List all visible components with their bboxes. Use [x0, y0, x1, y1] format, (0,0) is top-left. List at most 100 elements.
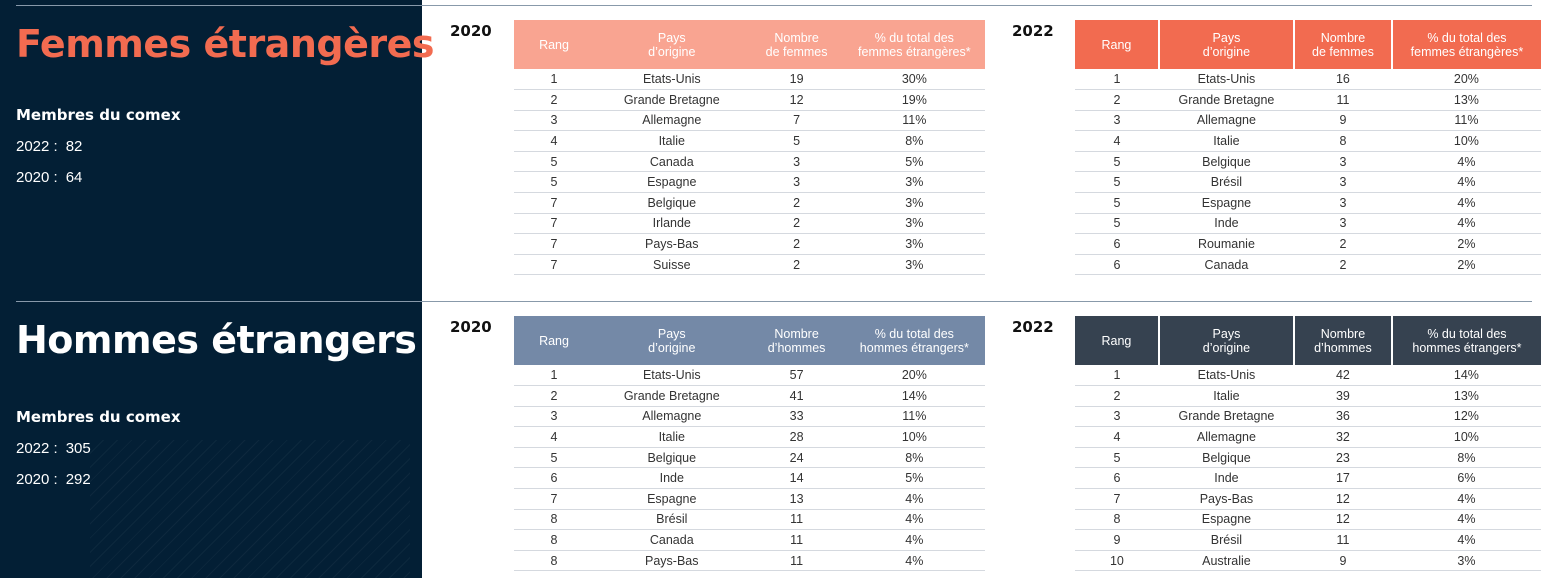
rank-cell: 8: [514, 509, 595, 531]
percent-cell: 3%: [843, 192, 985, 214]
country-cell: Italie: [594, 426, 750, 448]
table-row: 4 Italie 8 10%: [1075, 130, 1541, 152]
country-cell: Canada: [594, 529, 750, 551]
country-cell: Brésil: [594, 509, 750, 531]
percent-cell: 5%: [843, 467, 985, 490]
percent-cell: 3%: [843, 254, 985, 276]
column-header: Rang: [514, 20, 595, 69]
table-row: 9 Brésil 11 4%: [1075, 529, 1541, 551]
rank-cell: 3: [514, 110, 595, 132]
table-row: 1 Etats-Unis 42 14%: [1075, 365, 1541, 387]
count-cell: 3: [749, 171, 844, 194]
table-row: 8 Canada 11 4%: [514, 529, 985, 551]
rank-cell: 5: [514, 447, 595, 469]
count-cell: 36: [1294, 406, 1392, 428]
table-row: 3 Allemagne 7 11%: [514, 110, 985, 132]
stat-value: 292: [65, 471, 91, 488]
count-cell: 32: [1294, 426, 1392, 448]
rank-cell: 2: [1075, 385, 1159, 407]
country-cell: Inde: [1158, 213, 1294, 235]
rank-cell: 5: [1075, 192, 1159, 214]
column-header: Nombre de femmes: [749, 20, 844, 69]
country-cell: Allemagne: [1158, 110, 1294, 132]
count-cell: 2: [1294, 254, 1392, 276]
table-year: 2022: [1012, 318, 1054, 336]
country-cell: Canada: [1158, 254, 1294, 276]
rank-cell: 4: [514, 130, 595, 152]
left-panel: [0, 0, 422, 578]
country-cell: Espagne: [1158, 192, 1294, 214]
section-title-hommes: Hommes étrangers: [16, 318, 417, 362]
stat-year: 2022 :: [16, 440, 58, 457]
rank-cell: 3: [1075, 110, 1159, 132]
count-cell: 39: [1294, 385, 1392, 407]
rank-cell: 7: [514, 254, 595, 276]
count-cell: 3: [1294, 171, 1392, 194]
country-cell: Espagne: [594, 488, 750, 510]
stat-year: 2022 :: [16, 138, 58, 155]
count-cell: 3: [749, 151, 844, 173]
table-femmes-2020: Rang Pays d’origine Nombre de femmes% du t…: [514, 20, 985, 276]
country-cell: Brésil: [1158, 529, 1294, 551]
rank-cell: 9: [1075, 529, 1159, 551]
count-cell: 17: [1294, 467, 1392, 490]
percent-cell: 3%: [843, 171, 985, 194]
table-row: 6 Roumanie 2 2%: [1075, 233, 1541, 255]
country-cell: Espagne: [1158, 509, 1294, 531]
table-year: 2022: [1012, 22, 1054, 40]
column-header: Pays d’origine: [1157, 20, 1294, 69]
table-row: 5 Brésil 3 4%: [1075, 171, 1541, 194]
percent-cell: 8%: [1391, 447, 1541, 469]
percent-cell: 4%: [1391, 509, 1541, 531]
table-row: 6 Inde 17 6%: [1075, 467, 1541, 490]
rank-cell: 5: [1075, 151, 1159, 173]
country-cell: Etats-Unis: [1158, 69, 1294, 91]
rank-cell: 4: [1075, 426, 1159, 448]
percent-cell: 13%: [1391, 89, 1541, 111]
percent-cell: 8%: [843, 447, 985, 469]
percent-cell: 11%: [1391, 110, 1541, 132]
count-cell: 57: [749, 365, 844, 387]
rank-cell: 7: [514, 192, 595, 214]
rank-cell: 7: [514, 213, 595, 235]
country-cell: Belgique: [1158, 447, 1294, 469]
table-row: 2 Grande Bretagne 12 19%: [514, 89, 985, 111]
percent-cell: 14%: [1391, 365, 1541, 387]
table-row: 2 Italie 39 13%: [1075, 385, 1541, 407]
comex-stat: 2020 : 292: [16, 471, 91, 488]
comex-stat: 2020 : 64: [16, 169, 82, 186]
rank-cell: 10: [1075, 550, 1159, 572]
table-row: 4 Italie 28 10%: [514, 426, 985, 448]
table-year: 2020: [450, 318, 492, 336]
table-row: 5 Belgique 23 8%: [1075, 447, 1541, 469]
table-row: 1 Etats-Unis 57 20%: [514, 365, 985, 387]
column-header: % du total des hommes étrangers*: [1390, 316, 1541, 365]
count-cell: 11: [749, 509, 844, 531]
column-header: % du total des hommes étrangers*: [843, 316, 985, 365]
percent-cell: 4%: [843, 550, 985, 572]
country-cell: Etats-Unis: [594, 365, 750, 387]
count-cell: 2: [749, 213, 844, 235]
country-cell: Inde: [594, 467, 750, 490]
country-cell: Grande Bretagne: [594, 89, 750, 111]
percent-cell: 5%: [843, 151, 985, 173]
stat-year: 2020 :: [16, 471, 58, 488]
count-cell: 2: [749, 192, 844, 214]
table-row: 6 Canada 2 2%: [1075, 254, 1541, 276]
rank-cell: 6: [514, 467, 595, 490]
rank-cell: 6: [1075, 233, 1159, 255]
table-row: 5 Belgique 3 4%: [1075, 151, 1541, 173]
count-cell: 12: [1294, 488, 1392, 510]
middle-divider: [16, 301, 1532, 302]
country-cell: Grande Bretagne: [1158, 406, 1294, 428]
percent-cell: 10%: [1391, 426, 1541, 448]
table-row: 1 Etats-Unis 16 20%: [1075, 69, 1541, 91]
country-cell: Pays-Bas: [594, 233, 750, 255]
count-cell: 2: [749, 254, 844, 276]
section-title-femmes: Femmes étrangères: [16, 22, 434, 66]
table-row: 7 Espagne 13 4%: [514, 488, 985, 510]
count-cell: 2: [749, 233, 844, 255]
column-header: % du total des femmes étrangères*: [843, 20, 985, 69]
rank-cell: 8: [1075, 509, 1159, 531]
percent-cell: 2%: [1391, 233, 1541, 255]
